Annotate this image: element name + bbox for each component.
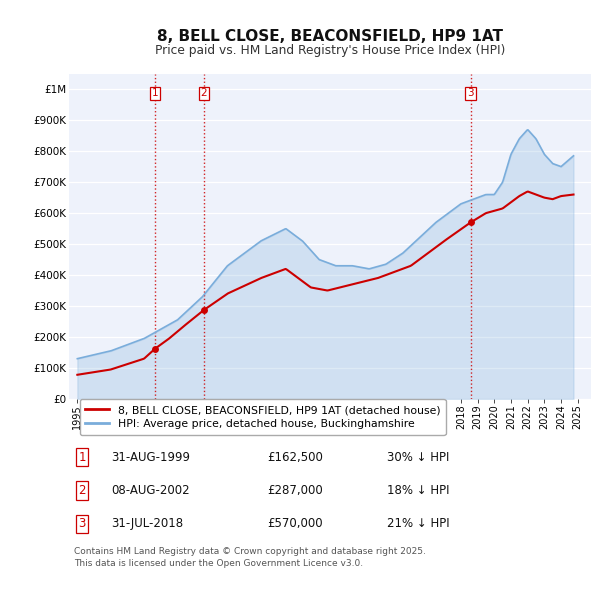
Text: £162,500: £162,500 bbox=[268, 451, 323, 464]
Legend: 8, BELL CLOSE, BEACONSFIELD, HP9 1AT (detached house), HPI: Average price, detac: 8, BELL CLOSE, BEACONSFIELD, HP9 1AT (de… bbox=[80, 399, 446, 435]
Text: 31-JUL-2018: 31-JUL-2018 bbox=[111, 517, 183, 530]
Text: 18% ↓ HPI: 18% ↓ HPI bbox=[388, 484, 450, 497]
Text: £287,000: £287,000 bbox=[268, 484, 323, 497]
Text: 3: 3 bbox=[79, 517, 86, 530]
Text: 08-AUG-2002: 08-AUG-2002 bbox=[111, 484, 190, 497]
Text: 1: 1 bbox=[152, 88, 158, 99]
Text: £570,000: £570,000 bbox=[268, 517, 323, 530]
Text: 1: 1 bbox=[78, 451, 86, 464]
Text: 8, BELL CLOSE, BEACONSFIELD, HP9 1AT: 8, BELL CLOSE, BEACONSFIELD, HP9 1AT bbox=[157, 29, 503, 44]
Text: 31-AUG-1999: 31-AUG-1999 bbox=[111, 451, 190, 464]
Text: Contains HM Land Registry data © Crown copyright and database right 2025.
This d: Contains HM Land Registry data © Crown c… bbox=[74, 547, 426, 568]
Text: Price paid vs. HM Land Registry's House Price Index (HPI): Price paid vs. HM Land Registry's House … bbox=[155, 44, 505, 57]
Text: 2: 2 bbox=[200, 88, 207, 99]
Text: 30% ↓ HPI: 30% ↓ HPI bbox=[388, 451, 450, 464]
Text: 21% ↓ HPI: 21% ↓ HPI bbox=[388, 517, 450, 530]
Text: 3: 3 bbox=[467, 88, 474, 99]
Text: 2: 2 bbox=[78, 484, 86, 497]
